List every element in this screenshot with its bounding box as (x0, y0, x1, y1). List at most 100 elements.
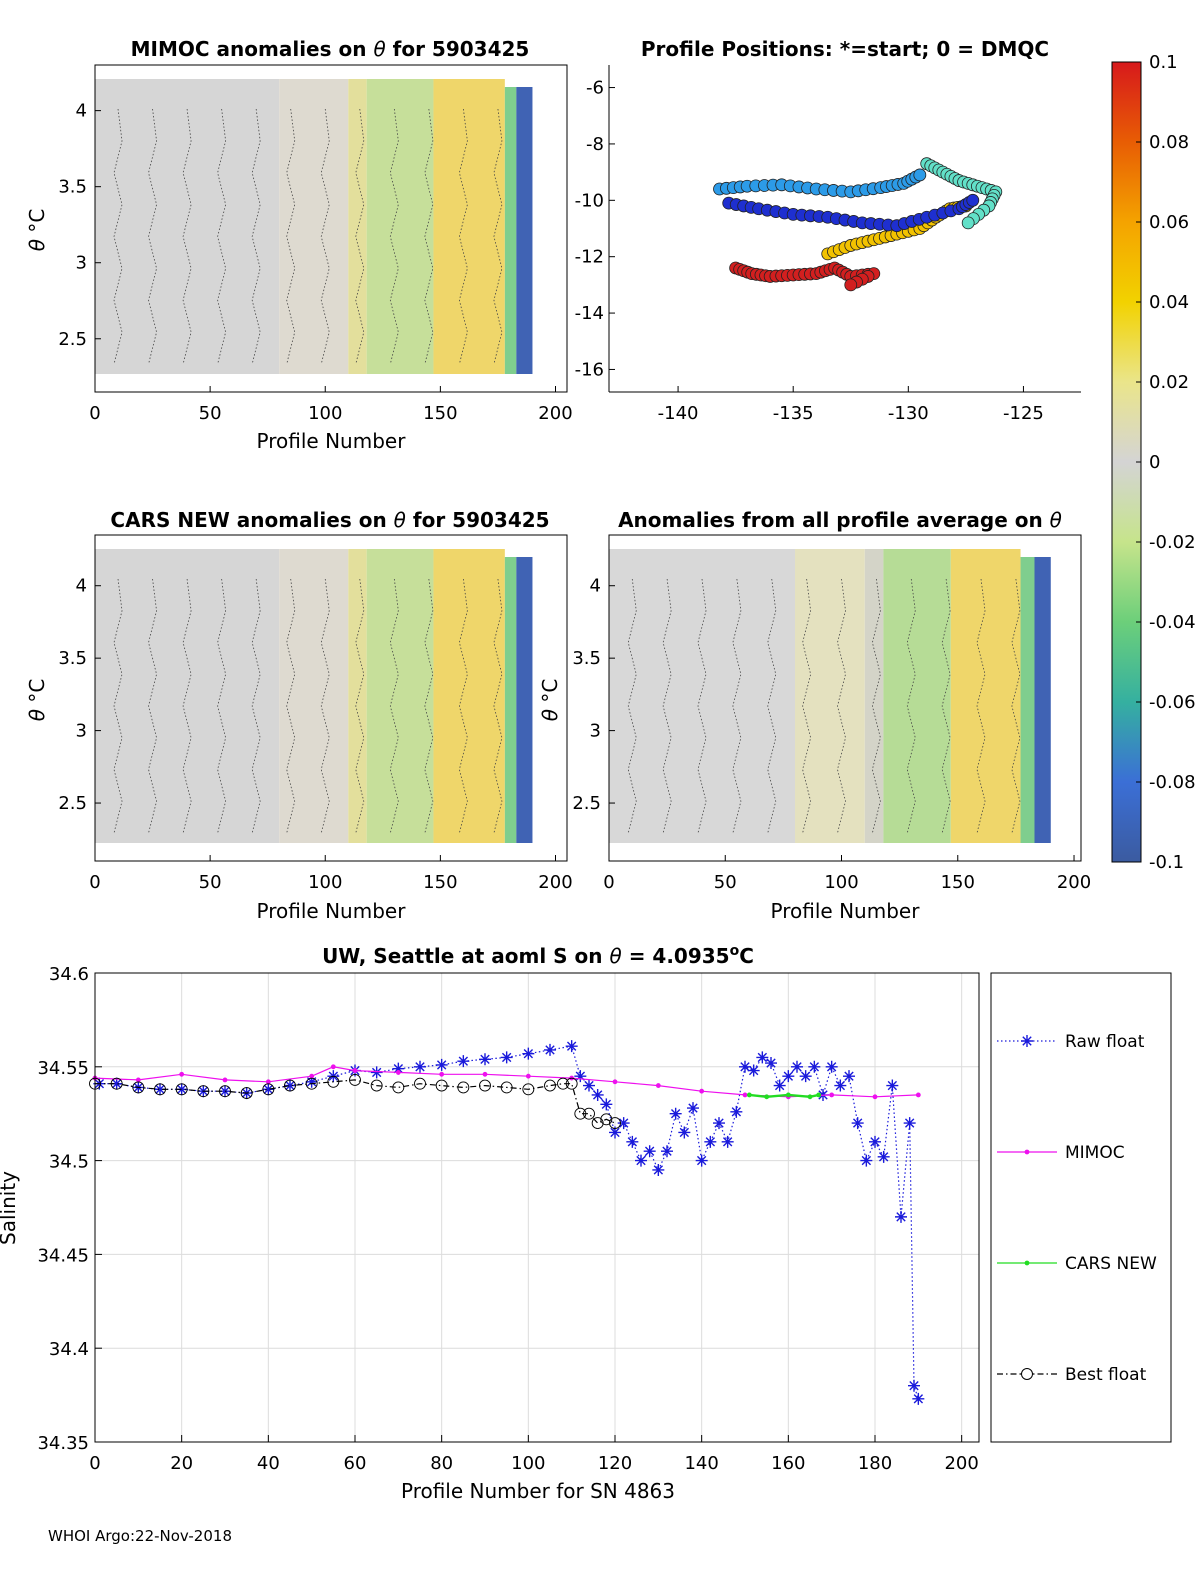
avg-contour (871, 578, 881, 834)
raw-float-marker (721, 1135, 734, 1148)
raw-float-marker (730, 1105, 743, 1118)
avg-contour (802, 578, 812, 834)
raw-float-marker (284, 1079, 296, 1092)
mimoc-contour (182, 108, 192, 365)
raw-float-marker (877, 1150, 890, 1163)
cars-ytick-label: 2.5 (58, 793, 87, 814)
colorbar-tick-label: 0.06 (1149, 212, 1189, 233)
mimoc-xtick-label: 150 (423, 403, 457, 424)
raw-float-marker (903, 1117, 916, 1130)
mimoc-region (279, 79, 349, 374)
raw-float-marker (175, 1083, 188, 1096)
average-panel: Anomalies from all profile average on θ … (538, 508, 1091, 923)
salinity-xtick-label: 40 (257, 1453, 280, 1474)
cars-xtick-label: 150 (423, 872, 457, 893)
cars-contour (217, 578, 227, 834)
legend-label: Raw float (1065, 1032, 1145, 1052)
raw-float-marker (782, 1070, 795, 1083)
avg-xtick-label: 0 (603, 872, 614, 893)
raw-float-marker (600, 1098, 613, 1111)
best-float-marker (574, 1107, 587, 1120)
raw-float-marker (739, 1060, 751, 1073)
positions-ytick-label: -12 (575, 247, 604, 268)
cars-region (433, 549, 505, 843)
salinity-legend: Raw float MIMOC CARS NEW Best float (990, 972, 1172, 1443)
mimoc-region (366, 79, 434, 374)
colorbar-tick-label: -0.02 (1149, 532, 1196, 553)
cars-xlabel: Profile Number (257, 899, 407, 923)
best-float-marker (349, 1073, 361, 1086)
avg-region (864, 549, 884, 843)
average-ylabel: θ °C (538, 679, 562, 722)
raw-float-marker (500, 1051, 513, 1064)
cars-xtick-label: 50 (199, 872, 222, 893)
avg-ytick-label: 3 (590, 721, 601, 742)
mimoc-contour (113, 108, 123, 365)
raw-float-marker (544, 1043, 556, 1056)
best-float-marker (479, 1079, 491, 1092)
salinity-axes-box (94, 972, 980, 1443)
best-float-marker (565, 1077, 578, 1090)
raw-float-marker (713, 1117, 725, 1130)
avg-contour (837, 578, 846, 834)
raw-float-marker (635, 1154, 647, 1167)
raw-float-marker (895, 1210, 907, 1223)
mimoc-xtick-label: 200 (538, 403, 572, 424)
cars-contour (493, 578, 503, 834)
colorbar-tick-label: -0.04 (1149, 612, 1196, 633)
series-point-mimoc (872, 1094, 878, 1100)
raw-float-marker (219, 1085, 231, 1098)
cars-xtick-label: 0 (89, 872, 100, 893)
salinity-ytick-label: 34.55 (37, 1058, 89, 1079)
mimoc-contour (286, 108, 296, 365)
avg-contour (662, 578, 672, 834)
mimoc-contour (493, 108, 503, 365)
best-float-marker (175, 1083, 188, 1096)
salinity-xtick-label: 60 (344, 1453, 367, 1474)
position-marker-teal (961, 216, 975, 230)
mimoc-axes-box (94, 64, 568, 393)
raw-float-marker (886, 1079, 899, 1092)
series-point-mimoc (309, 1073, 315, 1079)
positions-ytick-label: -14 (575, 303, 604, 324)
best-float-marker (305, 1077, 318, 1090)
raw-float-marker (652, 1163, 665, 1176)
colorbar-tick-label: 0.1 (1149, 52, 1178, 73)
mimoc-region (516, 87, 533, 374)
mimoc-contour (251, 108, 261, 365)
best-float-marker (197, 1085, 210, 1098)
cars-xtick-label: 100 (308, 872, 342, 893)
series-point-mimoc (612, 1079, 618, 1085)
mimoc-xtick-label: 50 (199, 403, 222, 424)
best-float-marker (284, 1079, 296, 1092)
mimoc-ytick-label: 2.5 (58, 329, 87, 350)
cars-ytick-label: 3.5 (58, 648, 87, 669)
mimoc-region (348, 79, 367, 374)
raw-float-marker (851, 1117, 864, 1130)
legend-label: MIMOC (1065, 1143, 1125, 1163)
raw-float-marker (435, 1058, 448, 1071)
series-point-mimoc (135, 1077, 141, 1083)
series-point-mimoc (439, 1071, 445, 1077)
raw-float-marker (747, 1064, 760, 1077)
raw-float-marker (479, 1053, 491, 1066)
raw-float-marker (457, 1055, 470, 1068)
raw-float-marker (661, 1145, 673, 1158)
cars-title: CARS NEW anomalies on θ for 5903425 (110, 508, 549, 532)
cars-panel: CARS NEW anomalies on θ for 5903425 0 50 1… (25, 508, 573, 923)
positions-xtick-label: -140 (658, 403, 699, 424)
colorbar-tick-label: -0.1 (1149, 852, 1184, 873)
avg-ytick-label: 2.5 (572, 793, 601, 814)
series-point-mimoc (525, 1073, 531, 1079)
best-float-marker (457, 1081, 470, 1094)
raw-float-marker (756, 1051, 769, 1064)
raw-float-marker (414, 1060, 426, 1073)
positions-ytick-label: -6 (586, 78, 604, 99)
avg-region (950, 549, 1021, 843)
raw-float-marker (825, 1060, 838, 1073)
legend-marker (1021, 1368, 1033, 1380)
mimoc-ylabel: θ °C (25, 209, 49, 252)
salinity-xtick-label: 140 (684, 1453, 718, 1474)
salinity-ytick-label: 34.45 (37, 1245, 89, 1266)
series-point-mimoc (699, 1088, 705, 1094)
